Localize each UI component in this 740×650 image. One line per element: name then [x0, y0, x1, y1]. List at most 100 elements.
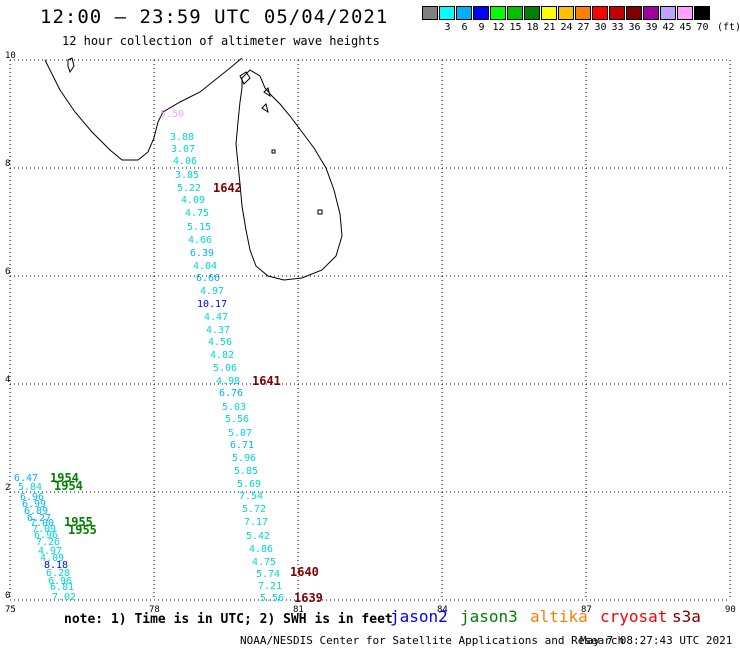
color-legend [422, 6, 711, 20]
wave-height-reading: 5.07 [228, 428, 252, 439]
wave-height-reading: 6.76 [219, 388, 243, 399]
color-swatch [490, 6, 506, 20]
mission-legend-jason2: jason2 [390, 607, 448, 626]
wave-height-reading: 4.75 [252, 557, 276, 568]
wave-height-readings: 5.503.883.074.063.855.224.094.755.154.66… [14, 109, 284, 604]
wave-height-reading: 5.96 [232, 453, 256, 464]
wave-height-reading: 6.39 [190, 248, 214, 259]
page-title: 12:00 – 23:59 UTC 05/04/2021 [40, 6, 389, 28]
page-subtitle: 12 hour collection of altimeter wave hei… [62, 34, 380, 48]
x-tick-label: 84 [437, 605, 448, 615]
island-outline [67, 57, 75, 74]
pass-time-label: 1640 [290, 565, 319, 579]
color-swatch-label: 33 [611, 22, 624, 33]
y-tick-label: 2 [5, 483, 10, 493]
color-swatch-label: 6 [461, 22, 468, 33]
wave-height-reading: 6.96 [20, 492, 44, 503]
pass-time-label: 1639 [294, 591, 323, 605]
wave-height-reading: 4.98 [216, 376, 240, 387]
island-outline [317, 209, 323, 215]
wave-height-reading: 4.37 [206, 325, 230, 336]
wave-height-reading: 6.81 [50, 582, 74, 593]
x-tick-label: 81 [293, 605, 304, 615]
wave-height-reading: 6.99 [22, 499, 46, 510]
wave-height-reading: 7.02 [52, 592, 76, 603]
color-swatch-label: 42 [662, 22, 675, 33]
pass-time-label: 1642 [213, 181, 242, 195]
color-swatch [592, 6, 608, 20]
color-swatch-label: 21 [543, 22, 556, 33]
mission-legend-s3a: s3a [672, 607, 701, 626]
wave-height-reading: 5.22 [177, 183, 201, 194]
wave-height-reading: 5.15 [187, 222, 211, 233]
wave-height-reading: 6.28 [46, 568, 70, 579]
pass-time-label: 1954 [54, 479, 83, 493]
pass-time-label: 1955 [68, 523, 97, 537]
wave-height-reading: 4.06 [173, 156, 197, 167]
wave-height-reading: 4.97 [200, 286, 224, 297]
island-outline [239, 71, 251, 85]
wave-height-reading: 4.86 [249, 544, 273, 555]
wave-height-reading: 5.06 [213, 363, 237, 374]
wave-height-reading: 4.75 [185, 208, 209, 219]
color-swatch-label: 24 [560, 22, 573, 33]
generated-timestamp: May 7 08:27:43 UTC 2021 [580, 634, 733, 647]
wave-height-reading: 6.89 [24, 506, 48, 517]
color-legend-labels: 3 6 9 12 15 18 21 24 27 30 33 36 39 42 45 70 [422, 22, 711, 33]
wave-height-reading: 5.56 [225, 414, 249, 425]
x-tick-label: 87 [581, 605, 592, 615]
wave-height-reading: 3.88 [170, 132, 194, 143]
color-swatch-label: 39 [645, 22, 658, 33]
wave-height-reading: 6.71 [230, 440, 254, 451]
wave-height-reading: 4.09 [40, 553, 64, 564]
wave-height-reading: 5.72 [242, 504, 266, 515]
wave-height-reading: 5.56 [260, 593, 284, 604]
pass-time-label: 1955 [64, 515, 93, 529]
mission-legend-altika: altika [530, 607, 588, 626]
color-swatch [524, 6, 540, 20]
wave-height-reading: 10.17 [197, 299, 227, 310]
wave-height-reading: 4.56 [208, 337, 232, 348]
color-legend-unit: (ft) [717, 22, 740, 33]
wave-height-reading: 5.69 [237, 479, 261, 490]
color-swatch [473, 6, 489, 20]
color-swatch [558, 6, 574, 20]
coastline [44, 57, 343, 281]
color-swatch [694, 6, 710, 20]
color-swatch-label: 45 [679, 22, 692, 33]
wave-height-reading: 7.00 [30, 518, 54, 529]
pass-time-label: 1954 [50, 471, 79, 485]
island-outline [261, 103, 269, 114]
wave-height-reading: 6.47 [14, 473, 38, 484]
y-tick-label: 4 [5, 375, 10, 385]
wave-height-reading: 7.54 [239, 491, 263, 502]
y-tick-label: 0 [5, 591, 10, 601]
wave-height-reading: 7.21 [258, 581, 282, 592]
color-swatch [575, 6, 591, 20]
wave-height-reading: 6.96 [48, 576, 72, 587]
axis-labels: 75 78 81 84 87 90 0 2 4 6 8 10 [5, 51, 736, 615]
wave-height-reading: 7.17 [244, 517, 268, 528]
x-tick-label: 90 [725, 605, 736, 615]
color-swatch-label: 70 [696, 22, 709, 33]
wave-height-reading: 7.26 [36, 537, 60, 548]
color-swatch [677, 6, 693, 20]
mission-legend-cryosat: cryosat [600, 607, 668, 626]
wave-height-reading: 6.66 [196, 273, 220, 284]
color-swatch-label: 27 [577, 22, 590, 33]
color-swatch-label: 18 [526, 22, 539, 33]
wave-height-reading: 5.03 [222, 402, 246, 413]
wave-height-reading: 3.07 [171, 144, 195, 155]
wave-height-reading: 5.84 [18, 482, 42, 493]
wave-height-reading: 6.96 [34, 530, 58, 541]
india-coastline [44, 57, 243, 161]
color-swatch [643, 6, 659, 20]
color-swatch [456, 6, 472, 20]
credit-line: NOAA/NESDIS Center for Satellite Applica… [240, 634, 625, 647]
wave-height-reading: 5.74 [256, 569, 280, 580]
x-tick-label: 78 [149, 605, 160, 615]
color-swatch [541, 6, 557, 20]
y-tick-label: 6 [5, 267, 10, 277]
